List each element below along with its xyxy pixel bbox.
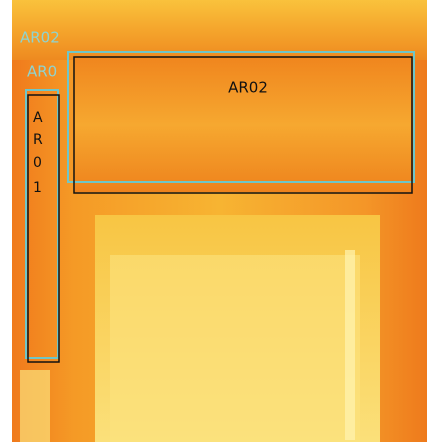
overlay-label: AR02 — [20, 29, 60, 47]
overlay-label: AR0 — [27, 63, 57, 81]
region-label-char: 1 — [33, 180, 42, 196]
region-label-char: R — [33, 132, 43, 148]
region-label-char: 0 — [33, 155, 42, 171]
thermal-spot — [20, 370, 50, 442]
thermal-highlight — [345, 250, 355, 440]
thermal-view: AR02 AR0 AR02 A R 0 1 — [0, 0, 427, 442]
thermal-door-inner — [110, 255, 360, 442]
region-label-char: A — [33, 110, 43, 126]
region-label: AR02 — [228, 79, 268, 97]
